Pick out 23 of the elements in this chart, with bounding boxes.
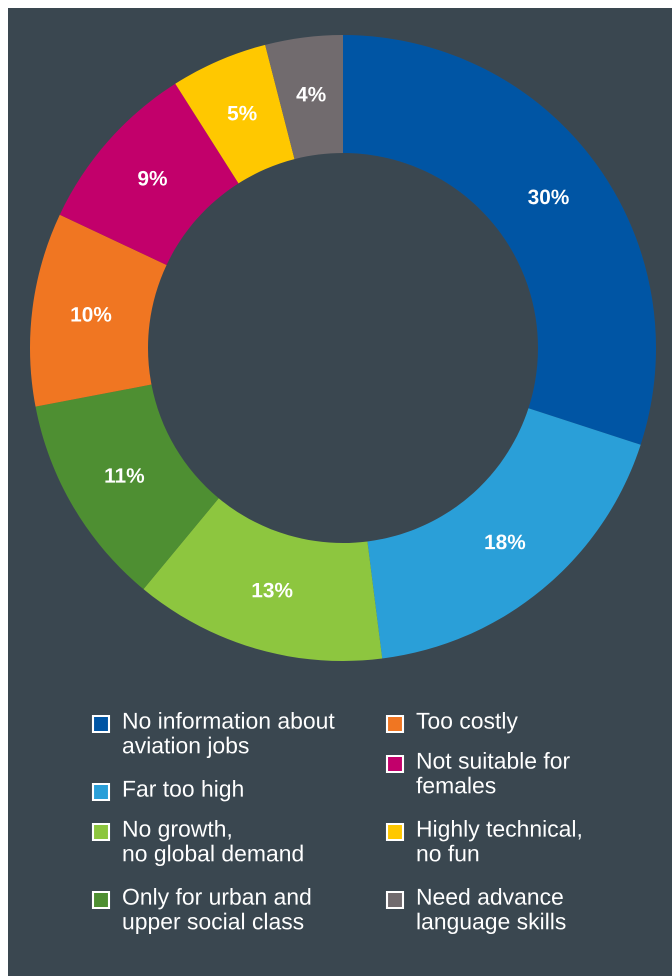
donut-slice — [265, 35, 343, 160]
data-label: 10% — [71, 307, 112, 322]
legend-label: Need advance language skills — [418, 888, 566, 934]
donut-slice — [367, 408, 641, 659]
data-label: 18% — [485, 534, 526, 550]
data-label: 30% — [528, 190, 569, 204]
donut-slice — [175, 44, 295, 184]
legend-label: Only for urban and upper social class — [123, 888, 310, 934]
legend-label: Not suitable for females — [416, 752, 570, 794]
data-label: 13% — [252, 582, 292, 598]
data-label: 4% — [296, 86, 326, 102]
legend-label: Far too high — [124, 780, 243, 802]
donut-slice — [36, 384, 219, 590]
data-label: 5% — [228, 106, 257, 120]
legend-label: Too costly — [416, 712, 518, 734]
data-label: 11% — [105, 468, 144, 483]
data-label: 9% — [138, 170, 167, 186]
legend-label: No information about aviation jobs — [122, 712, 335, 758]
donut-slice — [30, 214, 167, 407]
legend-label: Highly technical, no fun — [418, 820, 581, 862]
legend-label: No growth, no global demand — [124, 820, 303, 866]
donut-slice — [143, 498, 382, 661]
donut-slice — [343, 35, 656, 445]
